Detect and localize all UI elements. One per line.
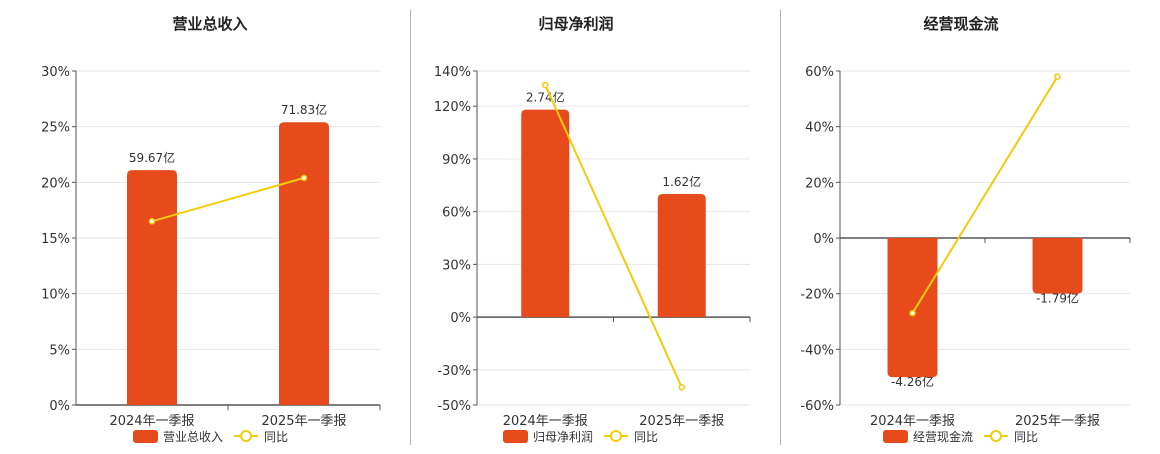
y-tick-label: -40% [800, 343, 834, 358]
legend-bar-swatch [503, 430, 528, 443]
yoy-point [1054, 73, 1061, 80]
panel-net-profit: 归母净利润 -50% -30% 0% 30% 60% 90% 120% 140% 2024年一季报… [411, 0, 780, 450]
bar-value-label: 1.62亿 [662, 174, 701, 189]
x-category-label: 2025年一季报 [1015, 414, 1100, 429]
chart-title: 营业总收入 [172, 15, 247, 33]
legend-line-label: 同比 [1014, 430, 1038, 444]
chart-net-profit: 归母净利润 -50% -30% 0% 30% 60% 90% 120% 140% 2024年一季报… [434, 15, 751, 444]
legend-line-marker [610, 430, 622, 442]
yoy-line [911, 76, 1059, 314]
chart-title: 归母净利润 [538, 15, 613, 33]
bar [657, 194, 706, 318]
yoy-point [909, 309, 916, 317]
bar-value-label: -4.26亿 [891, 374, 934, 389]
bar-value-label: 2.74亿 [526, 90, 565, 105]
y-tick-label: 30% [41, 65, 70, 80]
x-category-label: 2025年一季报 [261, 414, 346, 429]
y-tick-label: 15% [41, 232, 70, 247]
x-category-label: 2024年一季报 [503, 414, 588, 429]
panel-cash-flow: 经营现金流 -60% -40% -20% 0% 20% 40% 60% 2024年一季报 2025… [781, 0, 1160, 450]
y-tick-label: 10% [41, 288, 70, 303]
y-tick-label: 5% [49, 343, 70, 358]
yoy-point [300, 174, 308, 182]
yoy-line [544, 84, 683, 388]
y-tick-label: 0% [450, 311, 471, 326]
y-tick-label: 90% [442, 153, 471, 168]
y-tick-label: 120% [434, 100, 471, 115]
bar [1032, 238, 1083, 294]
chart-revenue: 营业总收入 0% 5% 10% 15% 20% 25% 30% 2024年一季报 2025年一季报… [41, 15, 381, 444]
y-tick-label: 30% [442, 258, 471, 273]
panel-revenue: 营业总收入 0% 5% 10% 15% 20% 25% 30% 2024年一季报 2025年一季报… [0, 0, 410, 450]
yoy-point [542, 81, 549, 89]
y-tick-label: 20% [805, 176, 834, 191]
bar [127, 170, 177, 405]
chart-cash-flow: 经营现金流 -60% -40% -20% 0% 20% 40% 60% 2024年一季报 2025… [800, 15, 1131, 444]
yoy-point [148, 218, 156, 225]
y-tick-label: -30% [437, 364, 471, 379]
legend-line-label: 同比 [634, 430, 658, 444]
y-tick-label: 20% [41, 176, 70, 191]
yoy-point [678, 384, 685, 391]
legend-bar-swatch [883, 430, 908, 443]
y-tick-label: 140% [434, 65, 471, 80]
x-category-label: 2025年一季报 [639, 414, 724, 429]
y-tick-label: -50% [437, 399, 471, 414]
bar-value-label: 59.67亿 [129, 150, 175, 165]
bar-value-label: 71.83亿 [281, 102, 327, 117]
y-tick-label: 60% [442, 206, 471, 221]
legend-line-marker [990, 430, 1002, 442]
legend-line-label: 同比 [264, 430, 288, 444]
legend-bar-swatch [133, 430, 158, 443]
y-tick-label: -20% [800, 288, 834, 303]
y-tick-label: 0% [49, 399, 70, 414]
y-tick-label: 40% [805, 121, 834, 136]
y-tick-label: -60% [800, 399, 834, 414]
legend-line-marker [240, 430, 252, 442]
yoy-line [151, 176, 305, 223]
legend-bar-label: 归母净利润 [533, 430, 593, 444]
x-category-label: 2024年一季报 [870, 414, 955, 429]
bar [887, 238, 938, 378]
legend-bar-label: 经营现金流 [913, 429, 973, 444]
chart-title: 经营现金流 [923, 15, 998, 33]
legend-bar-label: 营业总收入 [163, 430, 223, 444]
y-tick-label: 25% [41, 121, 70, 136]
panel-divider [410, 10, 411, 445]
y-tick-label: 0% [813, 232, 834, 247]
x-category-label: 2024年一季报 [109, 414, 194, 429]
bar [279, 122, 329, 406]
bar-value-label: -1.79亿 [1036, 291, 1079, 306]
bar [521, 109, 570, 318]
y-tick-label: 60% [805, 65, 834, 80]
panel-divider [780, 10, 781, 445]
